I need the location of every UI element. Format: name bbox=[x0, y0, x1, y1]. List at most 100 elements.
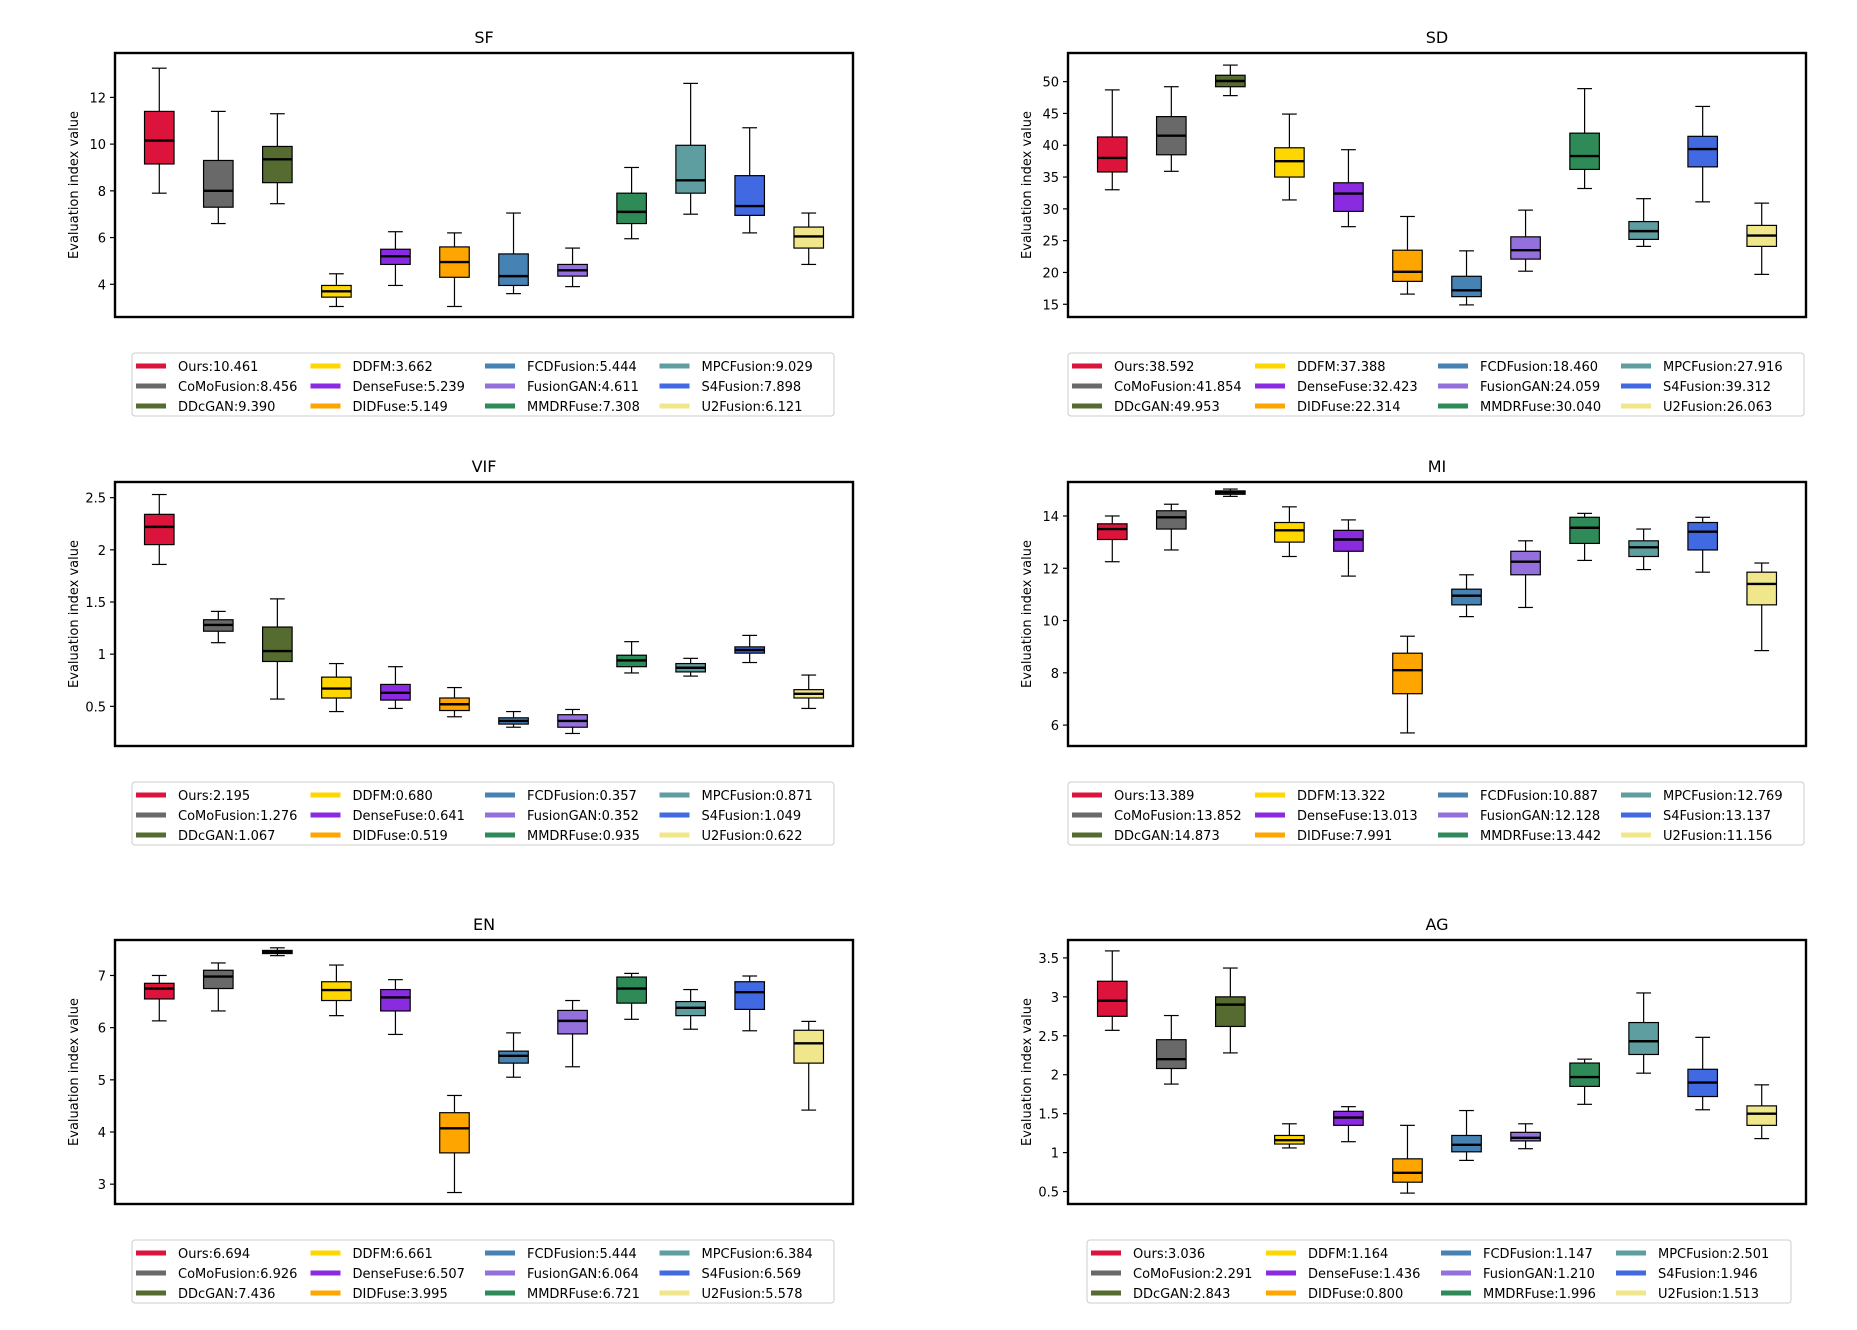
box-ours bbox=[1096, 515, 1128, 563]
legend-entry: DDcGAN:9.390 bbox=[178, 400, 275, 415]
chart-en: EN Evaluation index value 3 4 5 6 7 Ours:6.694 C… bbox=[67, 915, 855, 1304]
box-comofusion bbox=[1155, 503, 1187, 551]
box-body bbox=[262, 626, 293, 663]
legend-entry: U2Fusion:5.578 bbox=[702, 1287, 803, 1302]
box-body bbox=[380, 988, 411, 1012]
y-tick-label: 0.5 bbox=[1038, 1186, 1059, 1201]
box-body bbox=[1510, 236, 1541, 260]
box-mpcfusion bbox=[675, 988, 707, 1030]
legend-frame bbox=[1067, 781, 1805, 846]
box-body bbox=[734, 981, 766, 1010]
legend-entry: U2Fusion:0.622 bbox=[702, 829, 803, 844]
legend-entry: DDFM:13.322 bbox=[1297, 789, 1386, 804]
legend-entry: DDcGAN:7.436 bbox=[178, 1287, 275, 1302]
box-mpcfusion bbox=[1628, 198, 1660, 247]
box-ddcgan bbox=[262, 947, 293, 957]
legend-entry: FusionGAN:24.059 bbox=[1480, 380, 1600, 395]
box-body bbox=[1096, 523, 1128, 541]
box-fcdfusion bbox=[1451, 250, 1482, 306]
box-densefuse bbox=[380, 666, 411, 710]
box-fcdfusion bbox=[1451, 574, 1482, 618]
chart-title: AG bbox=[1425, 915, 1448, 934]
y-tick-label: 2.5 bbox=[1038, 1030, 1059, 1045]
legend-frame bbox=[131, 352, 835, 417]
box-body bbox=[557, 1009, 588, 1035]
legend-entry: DDFM:1.164 bbox=[1308, 1247, 1388, 1262]
box-body bbox=[1628, 540, 1660, 558]
y-tick-label: 2 bbox=[1051, 1069, 1059, 1084]
legend-entry: MPCFusion:27.916 bbox=[1663, 360, 1783, 375]
y-tick-label: 45 bbox=[1042, 107, 1059, 122]
box-comofusion bbox=[202, 110, 234, 225]
box-ddfm bbox=[1274, 113, 1305, 201]
legend-entry: S4Fusion:1.049 bbox=[702, 809, 802, 824]
y-tick-label: 1 bbox=[98, 648, 106, 663]
legend-frame bbox=[1067, 352, 1805, 417]
legend-entry: CoMoFusion:1.276 bbox=[178, 809, 297, 824]
y-axis-label: Evaluation index value bbox=[1020, 111, 1035, 259]
legend-entry: U2Fusion:6.121 bbox=[702, 400, 803, 415]
box-body bbox=[1214, 996, 1246, 1028]
legend-entry: FCDFusion:5.444 bbox=[527, 360, 637, 375]
box-u2fusion bbox=[793, 674, 825, 710]
box-body bbox=[1687, 135, 1719, 168]
legend-entry: DIDFuse:22.314 bbox=[1297, 400, 1401, 415]
box-fcdfusion bbox=[498, 710, 529, 728]
y-tick-label: 1.5 bbox=[85, 596, 106, 611]
legend-entry: FusionGAN:0.352 bbox=[527, 809, 639, 824]
plot-frame bbox=[1066, 480, 1808, 748]
legend-entry: CoMoFusion:2.291 bbox=[1133, 1267, 1252, 1282]
box-mmdrfuse bbox=[616, 972, 647, 1020]
legend-entry: DDFM:6.661 bbox=[353, 1247, 433, 1262]
box-fcdfusion bbox=[498, 1032, 529, 1078]
plot-frame bbox=[113, 51, 855, 319]
legend-entry: S4Fusion:1.946 bbox=[1658, 1267, 1758, 1282]
box-body bbox=[1746, 571, 1778, 606]
legend-entry: S4Fusion:39.312 bbox=[1663, 380, 1771, 395]
box-fusiongan bbox=[557, 999, 588, 1068]
legend-entry: Ours:38.592 bbox=[1114, 360, 1194, 375]
box-fusiongan bbox=[1510, 540, 1541, 609]
box-ddcgan bbox=[1214, 64, 1246, 97]
box-body bbox=[734, 175, 766, 216]
legend-entry: CoMoFusion:6.926 bbox=[178, 1267, 297, 1282]
legend-entry: DIDFuse:0.800 bbox=[1308, 1287, 1403, 1302]
box-mmdrfuse bbox=[616, 166, 647, 240]
y-tick-label: 35 bbox=[1042, 171, 1059, 186]
y-tick-label: 8 bbox=[98, 185, 106, 200]
y-tick-label: 14 bbox=[1042, 510, 1059, 525]
y-tick-label: 8 bbox=[1051, 667, 1059, 682]
y-tick-label: 4 bbox=[98, 278, 106, 293]
box-u2fusion bbox=[793, 1020, 825, 1111]
box-fusiongan bbox=[557, 708, 588, 735]
chart-title: SF bbox=[474, 28, 493, 47]
y-tick-label: 3 bbox=[1051, 991, 1059, 1006]
legend-entry: MMDRFuse:1.996 bbox=[1483, 1287, 1596, 1302]
box-mmdrfuse bbox=[616, 641, 647, 674]
y-tick-label: 1.5 bbox=[1038, 1108, 1059, 1123]
chart-sd: SD Evaluation index value 15 20 25 30 35 40 45 50… bbox=[1020, 28, 1808, 417]
box-didfuse bbox=[1392, 1124, 1423, 1194]
box-ddcgan bbox=[1214, 488, 1246, 497]
box-densefuse bbox=[380, 231, 411, 287]
chart-title: VIF bbox=[472, 457, 497, 476]
box-ours bbox=[1096, 950, 1128, 1031]
legend-entry: Ours:3.036 bbox=[1133, 1247, 1205, 1262]
legend-entry: DDcGAN:2.843 bbox=[1133, 1287, 1230, 1302]
box-body bbox=[1096, 136, 1128, 173]
box-ddcgan bbox=[262, 113, 293, 205]
legend-entry: DIDFuse:0.519 bbox=[353, 829, 448, 844]
y-tick-label: 6 bbox=[98, 232, 106, 247]
y-tick-label: 0.5 bbox=[85, 700, 106, 715]
box-u2fusion bbox=[1746, 1084, 1778, 1140]
legend-entry: FCDFusion:18.460 bbox=[1480, 360, 1598, 375]
box-ddfm bbox=[1274, 1123, 1305, 1149]
box-u2fusion bbox=[1746, 562, 1778, 652]
legend-entry: Ours:2.195 bbox=[178, 789, 250, 804]
legend: Ours:10.461 CoMoFusion:8.456 DDcGAN:9.390 D… bbox=[131, 352, 835, 417]
chart-title: MI bbox=[1428, 457, 1447, 476]
legend-frame bbox=[1086, 1239, 1792, 1304]
y-tick-label: 5 bbox=[98, 1074, 106, 1089]
box-s4fusion bbox=[734, 975, 766, 1032]
